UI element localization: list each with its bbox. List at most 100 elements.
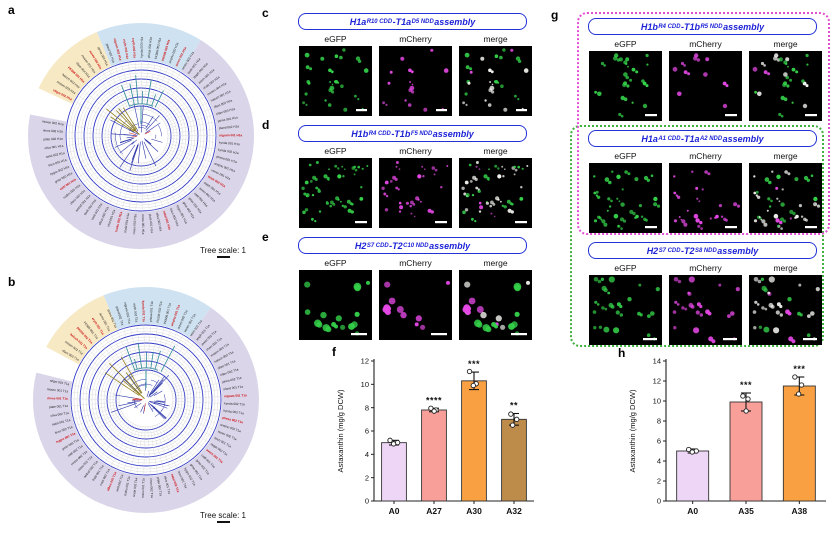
channel-header-merge: merge — [483, 34, 508, 44]
dots-layer — [673, 170, 741, 230]
bar-A38 — [782, 374, 816, 502]
dots-layer — [462, 48, 529, 112]
tree-b-scale-bar — [216, 521, 230, 523]
svg-text:plate 002 H1a: plate 002 H1a — [43, 137, 63, 142]
tree-sector-band — [33, 287, 259, 513]
svg-text:janna 001 H1a: janna 001 H1a — [217, 115, 239, 123]
dots-layer — [462, 280, 530, 336]
svg-text:virid 002 T1a: virid 002 T1a — [115, 474, 124, 492]
channel-header-egfp: eGFP — [324, 34, 347, 44]
channel-header-mcherry: mCherry — [689, 151, 722, 161]
svg-text:natal 001 T1a: natal 001 T1a — [52, 418, 72, 427]
svg-text:12: 12 — [361, 357, 369, 366]
scale-bar — [511, 333, 527, 336]
assembly-title-e: H2 S7 CDD -T2 C10 NDD assembly — [298, 237, 527, 254]
astaxanthin-chart-h: 0 2 4 6 8 10 12 14 Astaxanthin (mg/g DCW) A0 *** A3… — [628, 357, 826, 516]
bar-A0 — [676, 446, 710, 502]
micrograph-d-mcherry — [379, 158, 452, 228]
assembly-title-d: H1b R4 CDD -T1b F5 NDD assembly — [298, 125, 527, 142]
bar-A35 — [729, 392, 763, 502]
svg-text:10: 10 — [653, 397, 661, 406]
svg-text:plate 001 H1a: plate 001 H1a — [148, 214, 154, 234]
x-tick-A38: A38 — [792, 506, 808, 516]
svg-text:amphu 001 H1a: amphu 001 H1a — [214, 162, 236, 174]
channel-header-egfp: eGFP — [614, 151, 637, 161]
svg-text:natal 002 H1a: natal 002 H1a — [45, 151, 65, 159]
x-tick-A0: A0 — [687, 506, 698, 516]
svg-text:4: 4 — [365, 450, 369, 459]
scale-bar — [725, 114, 737, 117]
dots-layer — [753, 170, 821, 230]
scale-bar — [356, 109, 367, 112]
scale-bar — [515, 221, 527, 224]
svg-text:mosen 002 H1a: mosen 002 H1a — [42, 119, 64, 126]
svg-text:amphu 002 H1a: amphu 002 H1a — [168, 42, 180, 64]
channel-header-merge: merge — [483, 146, 508, 156]
svg-text:virid 001 H1a: virid 001 H1a — [106, 209, 116, 228]
micrograph-c-egfp — [299, 46, 372, 116]
bar-A32 — [501, 411, 527, 502]
svg-text:nigram 002 T1a: nigram 002 T1a — [123, 302, 132, 324]
tree-a-scale: Tree scale: 1 — [192, 246, 254, 258]
micrograph-c-merge — [459, 46, 532, 116]
svg-text:rimos 001 T1a: rimos 001 T1a — [47, 396, 68, 400]
svg-text:linco 001 H1a: linco 001 H1a — [48, 158, 68, 168]
svg-text:phesa 001 H1a: phesa 001 H1a — [216, 155, 238, 164]
assembly-title-g2: H1a A1 CDD -T1a A2 NDD assembly — [588, 130, 817, 147]
scale-bar — [436, 109, 447, 112]
scale-bar — [643, 338, 657, 341]
scale-bar — [431, 333, 447, 336]
svg-text:FK506 002 T1a: FK506 002 T1a — [156, 301, 163, 323]
svg-text:kynda 002 T1a: kynda 002 T1a — [224, 401, 245, 406]
svg-text:nigram 001 T1a: nigram 001 T1a — [224, 393, 247, 398]
svg-text:FK506 002 H1a: FK506 002 H1a — [154, 37, 162, 59]
assembly-title-g1: H1b R4 CDD -T1b R5 NDD assembly — [588, 18, 817, 35]
tree-sector-band — [28, 22, 254, 249]
svg-text:4: 4 — [657, 457, 661, 466]
astaxanthin-chart-f: 0 2 4 6 8 10 12 Astaxanthin (mg/g DCW) A0 **** A27… — [336, 357, 534, 516]
svg-text:8: 8 — [365, 403, 369, 412]
x-tick-A27: A27 — [426, 506, 442, 516]
assembly-title-c: H1a R10 CDD -T1a D5 NDD assembly — [298, 13, 527, 30]
tree-a-scale-bar — [216, 256, 230, 258]
svg-text:plate 002 T1a: plate 002 T1a — [156, 477, 163, 497]
svg-text:scabi 002 T1a: scabi 002 T1a — [132, 477, 138, 497]
panel-d-label: d — [262, 118, 270, 132]
micrograph-g1-merge — [749, 51, 822, 121]
bar-A30 — [461, 368, 487, 502]
scale-bar — [805, 226, 817, 229]
svg-text:phesa 001 T1a: phesa 001 T1a — [149, 301, 154, 322]
x-tick-A35: A35 — [738, 506, 754, 516]
micrograph-g1-mcherry — [669, 51, 742, 121]
scale-bar — [723, 338, 737, 341]
svg-text:hygro 002 H1a: hygro 002 H1a — [49, 165, 69, 177]
svg-text:venez 002 T1a: venez 002 T1a — [217, 429, 238, 441]
panel-a-label: a — [8, 3, 15, 17]
svg-text:tsuku 001 T1a: tsuku 001 T1a — [123, 476, 131, 496]
svg-text:12: 12 — [653, 377, 661, 386]
significance-stars: **** — [426, 395, 442, 405]
svg-text:albus 001 T1a: albus 001 T1a — [106, 471, 118, 492]
micrograph-e-egfp — [299, 270, 372, 340]
channel-header-egfp: eGFP — [324, 146, 347, 156]
svg-text:14: 14 — [653, 357, 661, 366]
significance-stars: *** — [793, 364, 805, 374]
tree-dendrogram — [104, 342, 176, 420]
dots-layer — [752, 53, 809, 118]
significance-stars: *** — [740, 380, 752, 390]
channel-header-egfp: eGFP — [614, 39, 637, 49]
svg-text:rimos 002 T1a: rimos 002 T1a — [149, 478, 154, 498]
svg-text:6: 6 — [657, 437, 661, 446]
tree-grid — [70, 324, 222, 476]
svg-text:linco 002 T1a: linco 002 T1a — [54, 425, 73, 435]
svg-text:rimos 001 H1a: rimos 001 H1a — [141, 214, 145, 234]
svg-text:pland 001 H1a: pland 001 H1a — [105, 43, 116, 64]
tree-spokes — [69, 323, 223, 477]
x-tick-A0: A0 — [389, 506, 400, 516]
dots-layer — [461, 161, 529, 223]
svg-text:phesa 002 H1a: phesa 002 H1a — [147, 37, 153, 59]
x-tick-A32: A32 — [506, 506, 522, 516]
scale-bar — [516, 109, 527, 112]
